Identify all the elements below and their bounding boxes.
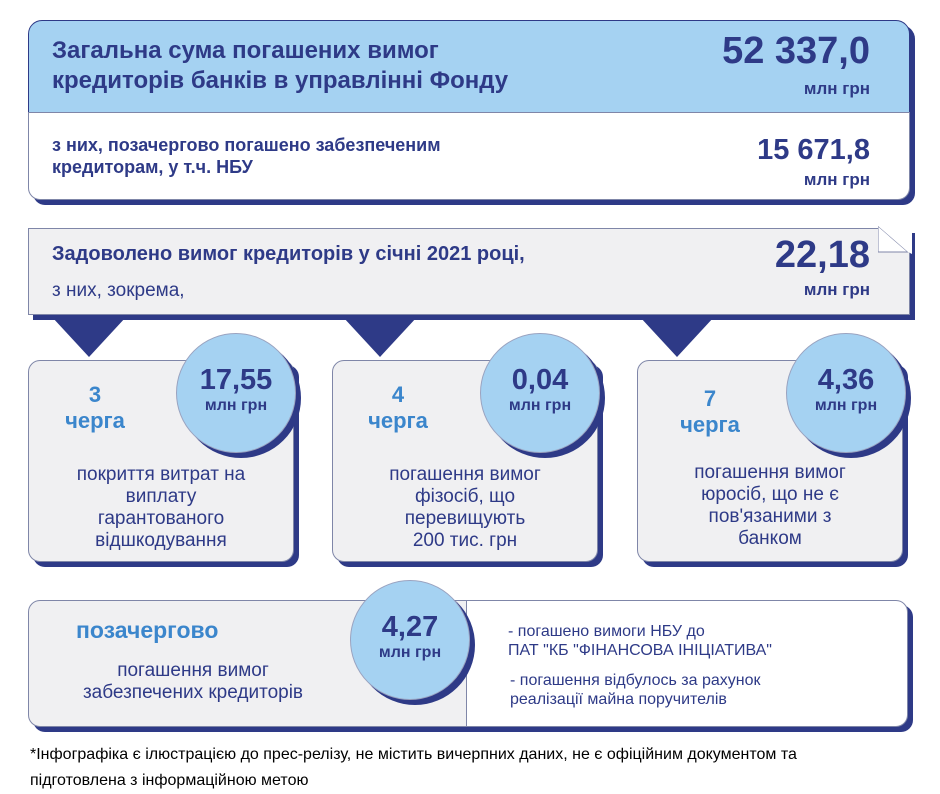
queue-4-desc-line: погашення вимог (389, 464, 541, 485)
priority-desc-line2: забезпечених кредиторів (82, 682, 304, 703)
queue-3-desc-line: виплату (125, 486, 197, 507)
total-title: Загальна сума погашених вимог кредиторів… (52, 36, 508, 96)
secured-text: з них, позачергово погашено забезпеченим… (52, 134, 441, 178)
arrow-down-icon (640, 317, 714, 357)
january-title: Задоволено вимог кредиторів у січні 2021… (52, 243, 525, 265)
secured-panel (28, 112, 910, 200)
queue-4-description: погашення вимог фізосіб, що перевищують … (342, 464, 588, 552)
arrow-down-icon (343, 317, 417, 357)
priority-right-panel (466, 600, 908, 727)
arrow-connectors (52, 317, 714, 357)
queue-3-desc-line: покриття витрат на (76, 464, 246, 485)
queue-4-amount-circle: 0,04 млн грн (480, 333, 600, 453)
priority-desc-line1: погашення вимог (117, 660, 269, 681)
queue-3-label: 3 черга (60, 382, 130, 434)
queue-3-amount-circle: 17,55 млн грн (176, 333, 296, 453)
priority-title: позачергово (76, 617, 219, 643)
priority-bullet1-line1: - погашено вимоги НБУ до (508, 623, 705, 640)
total-unit: млн грн (803, 79, 870, 98)
footnote: *Інфографіка є ілюстрацією до прес-реліз… (30, 742, 930, 794)
january-subtitle: з них, зокрема, (52, 280, 185, 301)
secured-text-line1: з них, позачергово погашено забезпеченим (52, 135, 441, 155)
total-header-panel (28, 20, 910, 114)
queue-4-desc-line: фізосіб, що (414, 486, 516, 507)
queue-3-number: 3 (88, 382, 102, 407)
queue-4-unit: млн грн (508, 397, 572, 414)
queue-3-description: покриття витрат на виплату гарантованого… (38, 464, 284, 552)
priority-value: 4,27 (381, 611, 439, 643)
priority-bullet2-line1: - погашення відбулось за рахунок (510, 672, 761, 689)
queue-4-desc-line: перевищують (404, 508, 526, 529)
total-title-line2: кредиторів банків в управлінні Фонду (52, 67, 509, 94)
priority-unit: млн грн (378, 644, 442, 661)
queue-7-desc-line: пов'язаними з (708, 506, 832, 527)
queue-4-word: черга (368, 408, 428, 433)
queue-7-unit: млн грн (814, 397, 878, 414)
queue-3-desc-line: відшкодування (95, 530, 227, 551)
queue-3-unit: млн грн (204, 397, 268, 414)
arrow-down-icon (52, 317, 126, 357)
queue-4-number: 4 (391, 382, 405, 407)
queue-7-word: черга (680, 412, 740, 437)
queue-7-desc-line: банком (738, 528, 802, 549)
secured-value: 15 671,8 (757, 134, 870, 166)
priority-bullet2-line2: реалізації майна поручителів (510, 691, 727, 708)
priority-description: погашення вимог забезпечених кредиторів (40, 660, 346, 704)
secured-text-line2: кредиторам, у т.ч. НБУ (52, 157, 253, 177)
priority-bullet-nbu: - погашено вимоги НБУ до ПАТ "КБ "ФІНАНС… (508, 622, 772, 660)
footnote-line2: підготовлена з інформаційною метою (30, 772, 309, 789)
queue-7-label: 7 черга (672, 386, 748, 438)
queue-4-desc-line: 200 тис. грн (412, 530, 518, 551)
priority-amount-circle: 4,27 млн грн (350, 580, 470, 700)
footnote-line1: *Інфографіка є ілюстрацією до прес-реліз… (30, 746, 797, 763)
queue-3-value: 17,55 (199, 364, 273, 396)
queue-7-number: 7 (703, 386, 717, 411)
january-value: 22,18 (774, 234, 870, 276)
priority-bullet-guarantors: - погашення відбулось за рахунок реаліза… (510, 671, 761, 709)
queue-3-word: черга (65, 408, 125, 433)
queue-4-value: 0,04 (511, 364, 569, 396)
total-title-line1: Загальна сума погашених вимог (52, 37, 439, 64)
secured-unit: млн грн (803, 170, 870, 189)
priority-bullet1-line2: ПАТ "КБ "ФІНАНСОВА ІНІЦІАТИВА" (508, 642, 772, 659)
queue-7-desc-line: юросіб, що не є (701, 484, 839, 505)
total-value: 52 337,0 (722, 30, 870, 72)
queue-7-value: 4,36 (817, 364, 875, 396)
january-panel (28, 228, 910, 315)
queue-7-amount-circle: 4,36 млн грн (786, 333, 906, 453)
folded-corner-icon (878, 226, 912, 254)
queue-7-description: погашення вимог юросіб, що не є пов'язан… (647, 462, 893, 550)
queue-3-desc-line: гарантованого (97, 508, 225, 529)
queue-4-label: 4 черга (363, 382, 433, 434)
queue-7-desc-line: погашення вимог (694, 462, 846, 483)
january-unit: млн грн (803, 280, 870, 299)
